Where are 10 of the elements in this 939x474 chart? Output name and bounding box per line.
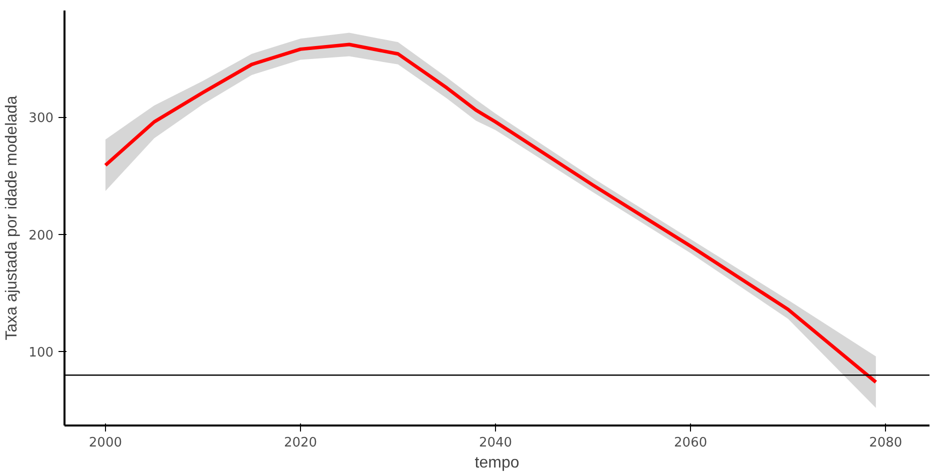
- y-axis-title: Taxa ajustada por idade modelada: [4, 96, 21, 340]
- y-tick-label: 300: [28, 111, 54, 126]
- x-tick-label: 2000: [88, 436, 122, 450]
- x-tick-label: 2020: [284, 436, 318, 450]
- x-tick-label: 2060: [674, 436, 708, 450]
- x-tick-label: 2040: [478, 436, 512, 450]
- x-tick-label: 2080: [869, 436, 902, 450]
- x-axis-title: tempo: [474, 454, 520, 472]
- y-tick-label: 100: [28, 346, 54, 361]
- y-tick-label: 200: [28, 228, 54, 244]
